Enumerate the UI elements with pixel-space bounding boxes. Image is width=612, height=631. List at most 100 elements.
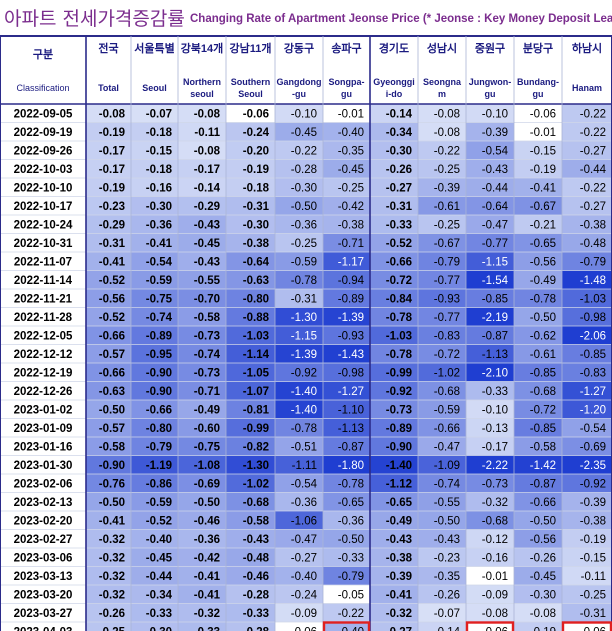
cell-value-label: -0.38 [580,515,606,527]
row-label-date: 2022-10-31 [14,238,73,250]
column-header-korean: 송파구 [331,41,361,55]
heatmap-cell [131,474,178,493]
heatmap-cell [466,418,514,437]
heatmap-cell [323,400,370,419]
column-header-korean: 중원구 [475,41,505,55]
cell-value-label: -0.38 [243,238,270,250]
cell-value-label: -0.50 [530,515,556,527]
column-header-korean: 하남시 [572,41,602,55]
heatmap-cell [562,178,612,197]
cell-value-label: -0.90 [146,386,172,398]
cell-value-label: -0.41 [99,515,126,527]
heatmap-cell [466,178,514,197]
cell-value-label: -1.54 [482,275,509,287]
cell-value-label: -0.66 [530,497,556,509]
row-label-date: 2023-02-13 [14,497,73,509]
heatmap-cell [131,529,178,548]
cell-value-label: -0.49 [194,404,220,416]
heatmap-cell [562,215,612,234]
cell-value-label: -0.10 [482,108,508,120]
cell-value-label: -0.58 [99,441,126,453]
cell-value-label: -0.19 [243,164,269,176]
cell-value-label: -0.50 [338,534,364,546]
row-label-date: 2022-11-28 [14,312,73,324]
heatmap-cell [370,437,418,456]
heatmap-cell [275,252,323,271]
heatmap-cell [275,455,323,474]
date-cell [0,603,86,622]
heatmap-cell [226,363,275,382]
date-cell [0,233,86,252]
cell-value-label: -1.27 [338,386,364,398]
highlight-box [561,621,612,631]
cell-value-label: -1.12 [386,478,412,490]
row-label-date: 2022-10-17 [14,201,73,213]
cell-value-label: -0.17 [99,145,125,157]
cell-value-label: -0.25 [338,182,364,194]
heatmap-cell [131,178,178,197]
heatmap-cell [562,326,612,345]
row-header-korean: 구분 [33,48,53,61]
cell-value-label: -1.17 [338,256,364,268]
heatmap-cell [418,252,466,271]
cell-value-label: -0.92 [580,478,606,490]
heatmap-cell [370,566,418,585]
heatmap-cell [178,159,226,178]
heatmap-cell [86,159,131,178]
heatmap-cell [131,196,178,215]
heatmap-cell [226,511,275,530]
chart-title-korean: 아파트 전세가격증감률 [4,8,185,30]
cell-value-label: -0.41 [386,589,413,601]
heatmap-cell [418,289,466,308]
heatmap-cell [226,492,275,511]
cell-value-label: -1.43 [338,349,364,361]
heatmap-cell [275,400,323,419]
cell-value-label: -0.90 [99,460,125,472]
heatmap-cell [562,566,612,585]
cell-value-label: -0.67 [530,201,556,213]
cell-value-label: -0.30 [291,182,317,194]
heatmap-cell [226,307,275,326]
heatmap-cell [178,603,226,622]
heatmap-cell [466,474,514,493]
heatmap-cell [370,196,418,215]
cell-value-label: -0.25 [434,219,460,231]
cell-value-label: -0.19 [99,127,125,139]
heatmap-cell [86,529,131,548]
cell-value-label: -0.01 [338,108,364,120]
highlight-box [322,621,371,631]
heatmap-cell [466,437,514,456]
heatmap-cell [86,252,131,271]
cell-value-label: -0.85 [580,349,606,361]
heatmap-cell [323,252,370,271]
heatmap-cell [275,437,323,456]
heatmap-cell [418,418,466,437]
cell-value-label: -0.07 [434,608,460,620]
cell-value-label: -1.07 [243,386,269,398]
heatmap-cells: 2022-09-05 -0.08 -0.07 -0.08 -0.06 -0.10 -0.01… [0,104,612,631]
column-header-english: Songpa- [329,77,365,87]
heatmap-cell [226,437,275,456]
date-cell [0,104,86,123]
cell-value-label: -0.38 [386,552,413,564]
heatmap-cell [226,400,275,419]
heatmap-cell [418,215,466,234]
cell-value-label: -0.60 [194,423,220,435]
cell-value-label: -0.30 [146,626,172,631]
heatmap-cell [178,474,226,493]
heatmap-cell [323,622,370,631]
cell-value-label: -0.59 [146,275,172,287]
row-label-date: 2023-02-06 [14,478,73,490]
heatmap-cell [323,196,370,215]
heatmap-cell [178,215,226,234]
heatmap-cell [86,585,131,604]
cell-value-label: -0.64 [243,256,270,268]
cell-value-label: -0.71 [338,238,364,250]
heatmap-cell [226,270,275,289]
cell-value-label: -0.61 [530,349,556,361]
cell-value-label: -0.43 [243,534,269,546]
heatmap-cell [466,196,514,215]
heatmap-cell [418,326,466,345]
heatmap-cell [275,233,323,252]
heatmap-cell [514,289,562,308]
